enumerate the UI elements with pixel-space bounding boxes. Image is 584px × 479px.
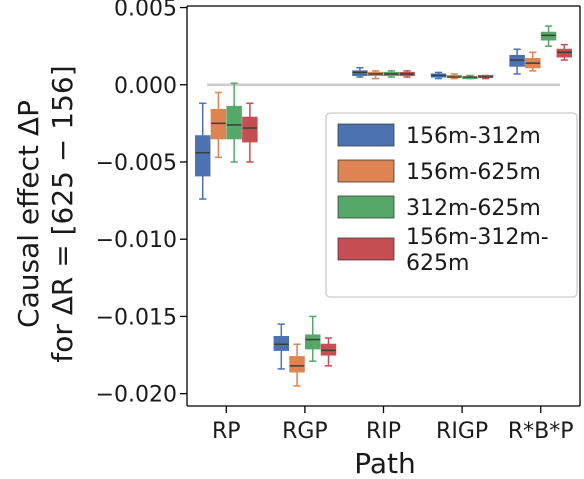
- box-body: [305, 334, 321, 350]
- box-R*B*P-156m-625m: [525, 51, 541, 72]
- box-R*B*P-312m-625m: [540, 25, 557, 47]
- box-body: [509, 54, 525, 67]
- box-RIGP-156m-625m: [446, 73, 462, 80]
- y-axis-label-line1: Causal effect ΔP: [12, 100, 45, 328]
- y-tick-label: −0.005: [96, 151, 177, 176]
- x-tick-label: RIP: [366, 419, 401, 444]
- box-body: [320, 343, 337, 356]
- box-RGP-312m-625m: [305, 315, 321, 362]
- y-tick-label: −0.015: [96, 305, 177, 330]
- box-RIP-156m-312m-625m: [399, 70, 415, 78]
- x-axis-label: Path: [354, 447, 416, 479]
- box-body: [194, 135, 211, 177]
- legend-label: 312m-625m: [406, 196, 541, 221]
- box-R*B*P-156m-312m: [509, 48, 525, 75]
- box-RGP-156m-312m-625m: [320, 337, 337, 367]
- box-RP-156m-625m: [210, 91, 227, 159]
- x-tick-label: RGP: [282, 419, 328, 444]
- y-tick-label: −0.010: [96, 228, 177, 253]
- y-axis-label-line2: for ΔR = [625 − 156]: [46, 65, 79, 362]
- legend-swatch: [337, 159, 395, 183]
- legend-label: 156m-312m-: [406, 225, 549, 250]
- box-RP-312m-625m: [226, 82, 242, 163]
- box-R*B*P-156m-312m-625m: [556, 43, 573, 61]
- box-body: [210, 108, 227, 140]
- box-body: [352, 70, 368, 76]
- box-RP-156m-312m: [194, 102, 211, 200]
- y-tick-label: 0.000: [114, 74, 177, 99]
- x-tick-label: RIGP: [436, 419, 488, 444]
- box-RIP-312m-625m: [383, 70, 400, 78]
- x-tick-label: RP: [212, 419, 241, 444]
- box-body: [540, 31, 557, 41]
- box-RGP-156m-625m: [289, 343, 305, 387]
- box-RGP-156m-312m: [273, 323, 290, 370]
- box-body: [242, 116, 258, 143]
- box-RIP-156m-312m: [352, 67, 368, 78]
- y-tick-label: −0.020: [96, 383, 177, 408]
- y-tick-label: 0.005: [114, 0, 177, 22]
- axes: Causal effect ΔP for ΔR = [625 − 156] Pa…: [12, 0, 581, 479]
- legend-label: 625m: [406, 251, 469, 276]
- box-body: [273, 336, 290, 351]
- legend-swatch: [337, 195, 395, 219]
- legend-label: 156m-312m: [406, 124, 541, 149]
- box-RIGP-156m-312m-625m: [477, 74, 494, 80]
- box-RIP-156m-625m: [367, 70, 384, 80]
- x-tick-label: R*B*P: [508, 419, 574, 444]
- box-RP-156m-312m-625m: [242, 102, 258, 163]
- legend-swatch: [337, 237, 395, 261]
- box-body: [289, 356, 305, 373]
- box-RIGP-312m-625m: [462, 74, 478, 80]
- box-body: [556, 48, 573, 58]
- legend: 156m-312m 156m-625m 312m-625m 156m-312m-625…: [325, 112, 578, 298]
- box-RIGP-156m-312m: [430, 71, 447, 80]
- box-body: [226, 105, 242, 140]
- legend-swatch: [337, 123, 395, 147]
- plot-area: [194, 25, 573, 387]
- legend-label: 156m-625m: [406, 160, 541, 185]
